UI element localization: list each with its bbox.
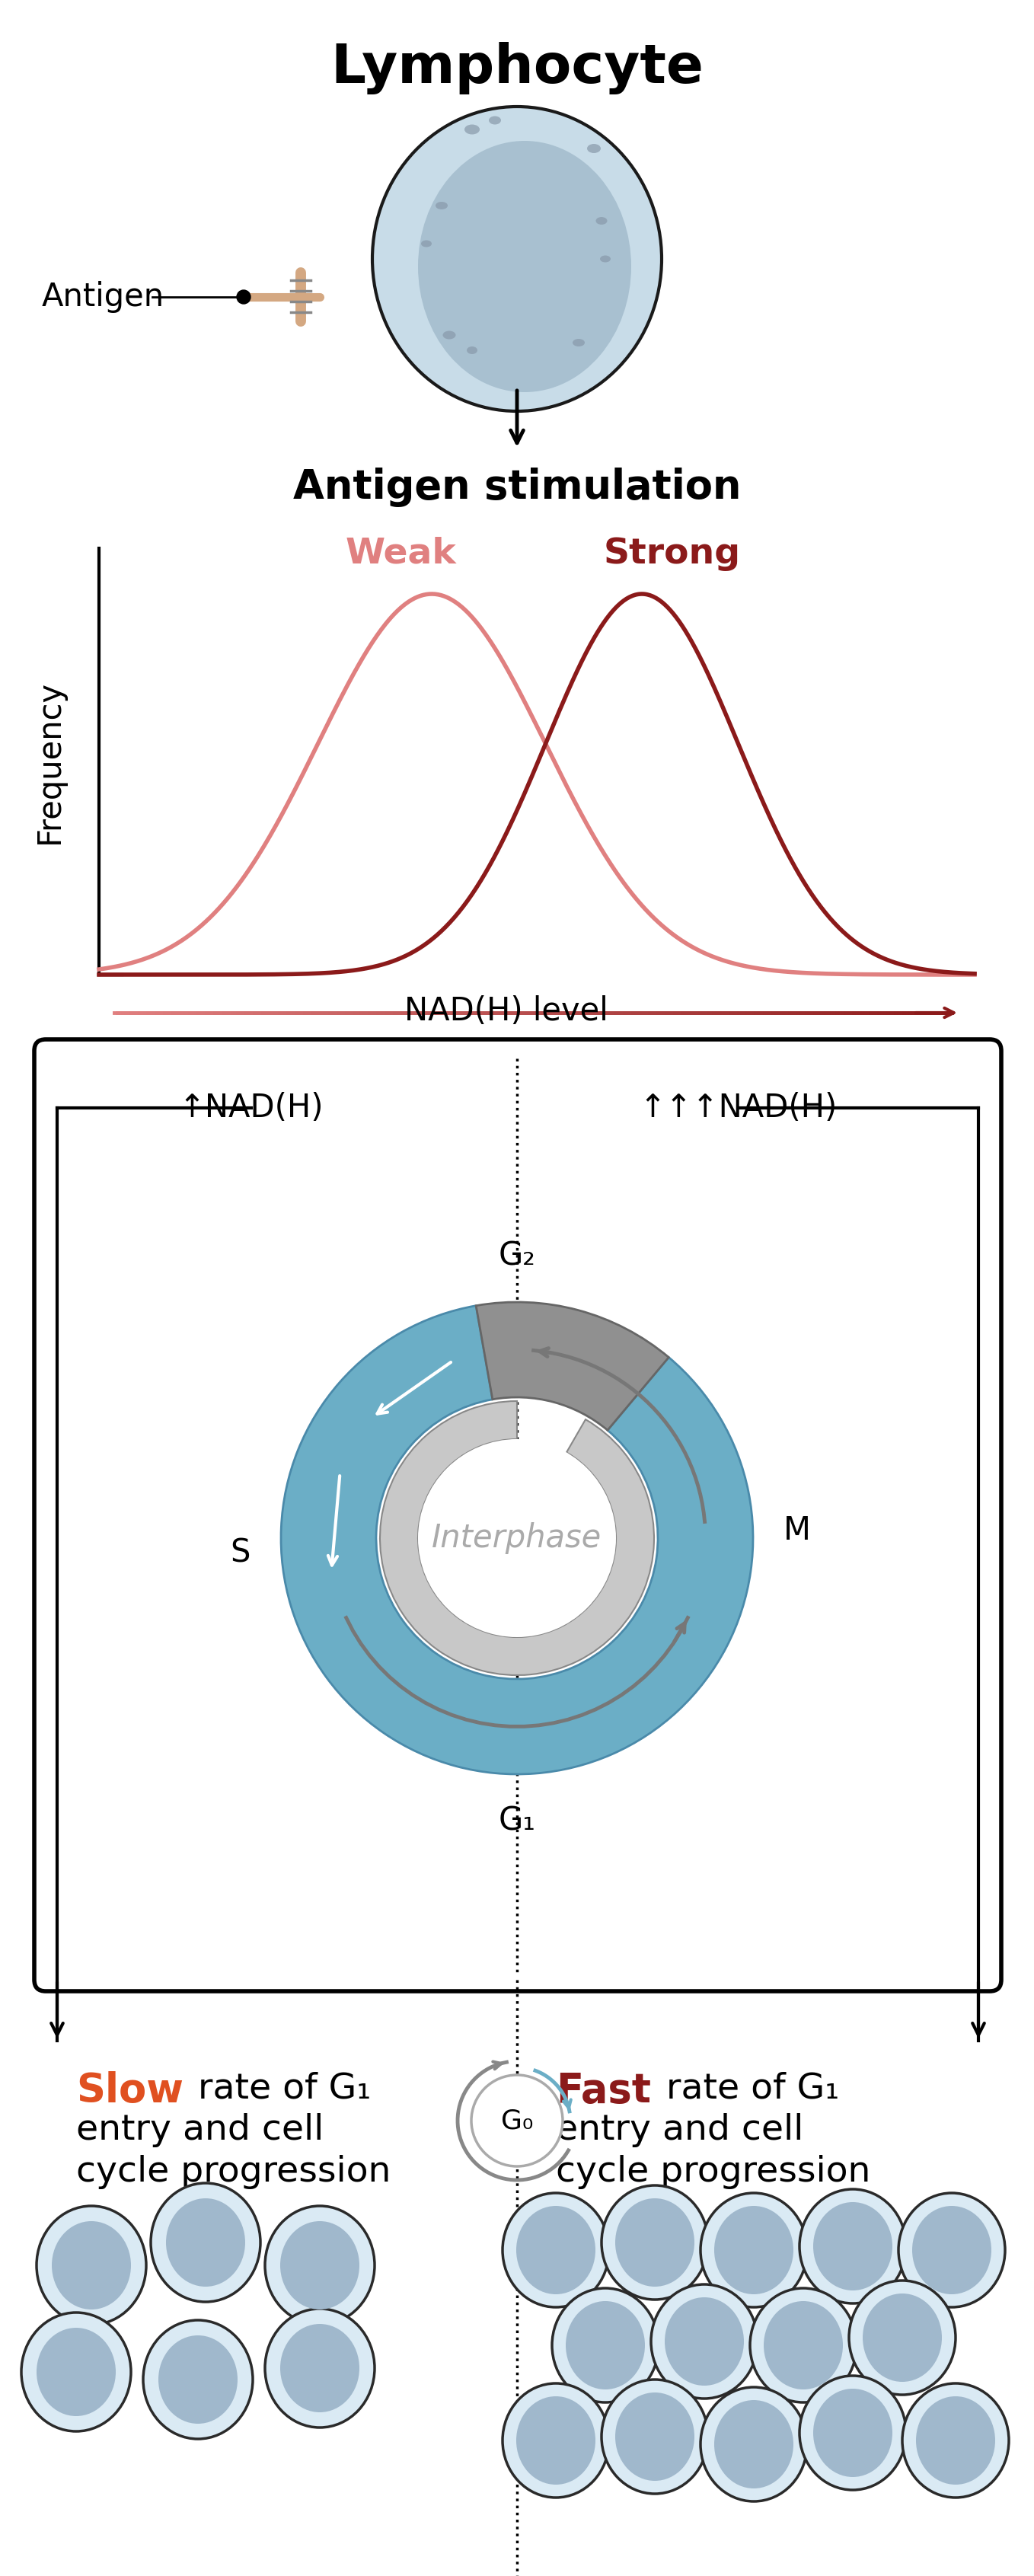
- Ellipse shape: [602, 2184, 708, 2300]
- Ellipse shape: [280, 2221, 360, 2311]
- Ellipse shape: [714, 2205, 793, 2295]
- Ellipse shape: [903, 2383, 1009, 2499]
- Ellipse shape: [435, 201, 448, 209]
- Ellipse shape: [665, 2298, 743, 2385]
- Ellipse shape: [280, 2324, 360, 2411]
- Text: G₂: G₂: [498, 1239, 536, 1273]
- Wedge shape: [379, 1401, 655, 1674]
- Ellipse shape: [464, 124, 480, 134]
- Ellipse shape: [813, 2202, 892, 2290]
- Ellipse shape: [516, 2396, 596, 2486]
- Ellipse shape: [587, 144, 601, 152]
- Ellipse shape: [443, 330, 456, 340]
- Text: entry and cell: entry and cell: [77, 2112, 324, 2148]
- Text: S: S: [231, 1538, 250, 1569]
- Ellipse shape: [615, 2393, 695, 2481]
- Text: Interphase: Interphase: [432, 1522, 602, 1553]
- Ellipse shape: [503, 2192, 609, 2308]
- Text: ↑NAD(H): ↑NAD(H): [179, 1092, 324, 1123]
- Text: cycle progression: cycle progression: [556, 2156, 871, 2190]
- Ellipse shape: [372, 106, 662, 412]
- Text: Lymphocyte: Lymphocyte: [331, 41, 703, 95]
- Ellipse shape: [516, 2205, 596, 2295]
- Ellipse shape: [36, 2329, 116, 2416]
- Ellipse shape: [265, 2205, 374, 2324]
- Ellipse shape: [916, 2396, 995, 2486]
- Ellipse shape: [421, 240, 432, 247]
- Text: cycle progression: cycle progression: [77, 2156, 391, 2190]
- Ellipse shape: [600, 255, 611, 263]
- Ellipse shape: [799, 2375, 906, 2491]
- Circle shape: [237, 291, 250, 304]
- Ellipse shape: [22, 2313, 131, 2432]
- Text: rate of G₁: rate of G₁: [186, 2071, 371, 2105]
- Ellipse shape: [52, 2221, 131, 2311]
- Text: Slow: Slow: [77, 2071, 183, 2110]
- Text: entry and cell: entry and cell: [556, 2112, 803, 2148]
- Ellipse shape: [602, 2380, 708, 2494]
- Ellipse shape: [596, 216, 607, 224]
- Ellipse shape: [700, 2192, 808, 2308]
- Ellipse shape: [862, 2293, 942, 2383]
- Text: rate of G₁: rate of G₁: [655, 2071, 840, 2105]
- Text: ↑↑↑NAD(H): ↑↑↑NAD(H): [639, 1092, 838, 1123]
- Circle shape: [418, 1440, 616, 1638]
- Ellipse shape: [566, 2300, 645, 2391]
- Ellipse shape: [166, 2197, 245, 2287]
- Ellipse shape: [466, 345, 478, 353]
- Ellipse shape: [503, 2383, 609, 2499]
- Ellipse shape: [714, 2401, 793, 2488]
- Wedge shape: [281, 1306, 753, 1775]
- Ellipse shape: [700, 2388, 808, 2501]
- Ellipse shape: [750, 2287, 856, 2403]
- Ellipse shape: [912, 2205, 992, 2295]
- Text: Frequency: Frequency: [33, 680, 65, 842]
- Ellipse shape: [552, 2287, 659, 2403]
- Ellipse shape: [158, 2336, 238, 2424]
- Text: G₁: G₁: [498, 1806, 536, 1837]
- Ellipse shape: [799, 2190, 906, 2303]
- Ellipse shape: [764, 2300, 843, 2391]
- Ellipse shape: [813, 2388, 892, 2478]
- FancyBboxPatch shape: [34, 1038, 1001, 1991]
- Circle shape: [472, 2074, 562, 2166]
- Text: NAD(H) level: NAD(H) level: [404, 994, 608, 1028]
- Ellipse shape: [418, 142, 631, 392]
- Ellipse shape: [151, 2182, 261, 2303]
- Ellipse shape: [36, 2205, 146, 2324]
- Ellipse shape: [489, 116, 501, 124]
- Text: Fast: Fast: [556, 2071, 651, 2110]
- Text: Antigen stimulation: Antigen stimulation: [293, 466, 741, 507]
- Text: G₀: G₀: [500, 2107, 534, 2133]
- Text: Strong: Strong: [604, 536, 741, 572]
- Ellipse shape: [265, 2308, 374, 2427]
- Ellipse shape: [651, 2285, 758, 2398]
- Text: M: M: [784, 1515, 811, 1546]
- Text: Weak: Weak: [345, 536, 457, 572]
- Ellipse shape: [573, 340, 585, 345]
- Wedge shape: [476, 1301, 669, 1430]
- Ellipse shape: [615, 2197, 695, 2287]
- Ellipse shape: [143, 2321, 252, 2439]
- Ellipse shape: [849, 2280, 955, 2396]
- Ellipse shape: [899, 2192, 1005, 2308]
- Text: Antigen: Antigen: [42, 281, 164, 312]
